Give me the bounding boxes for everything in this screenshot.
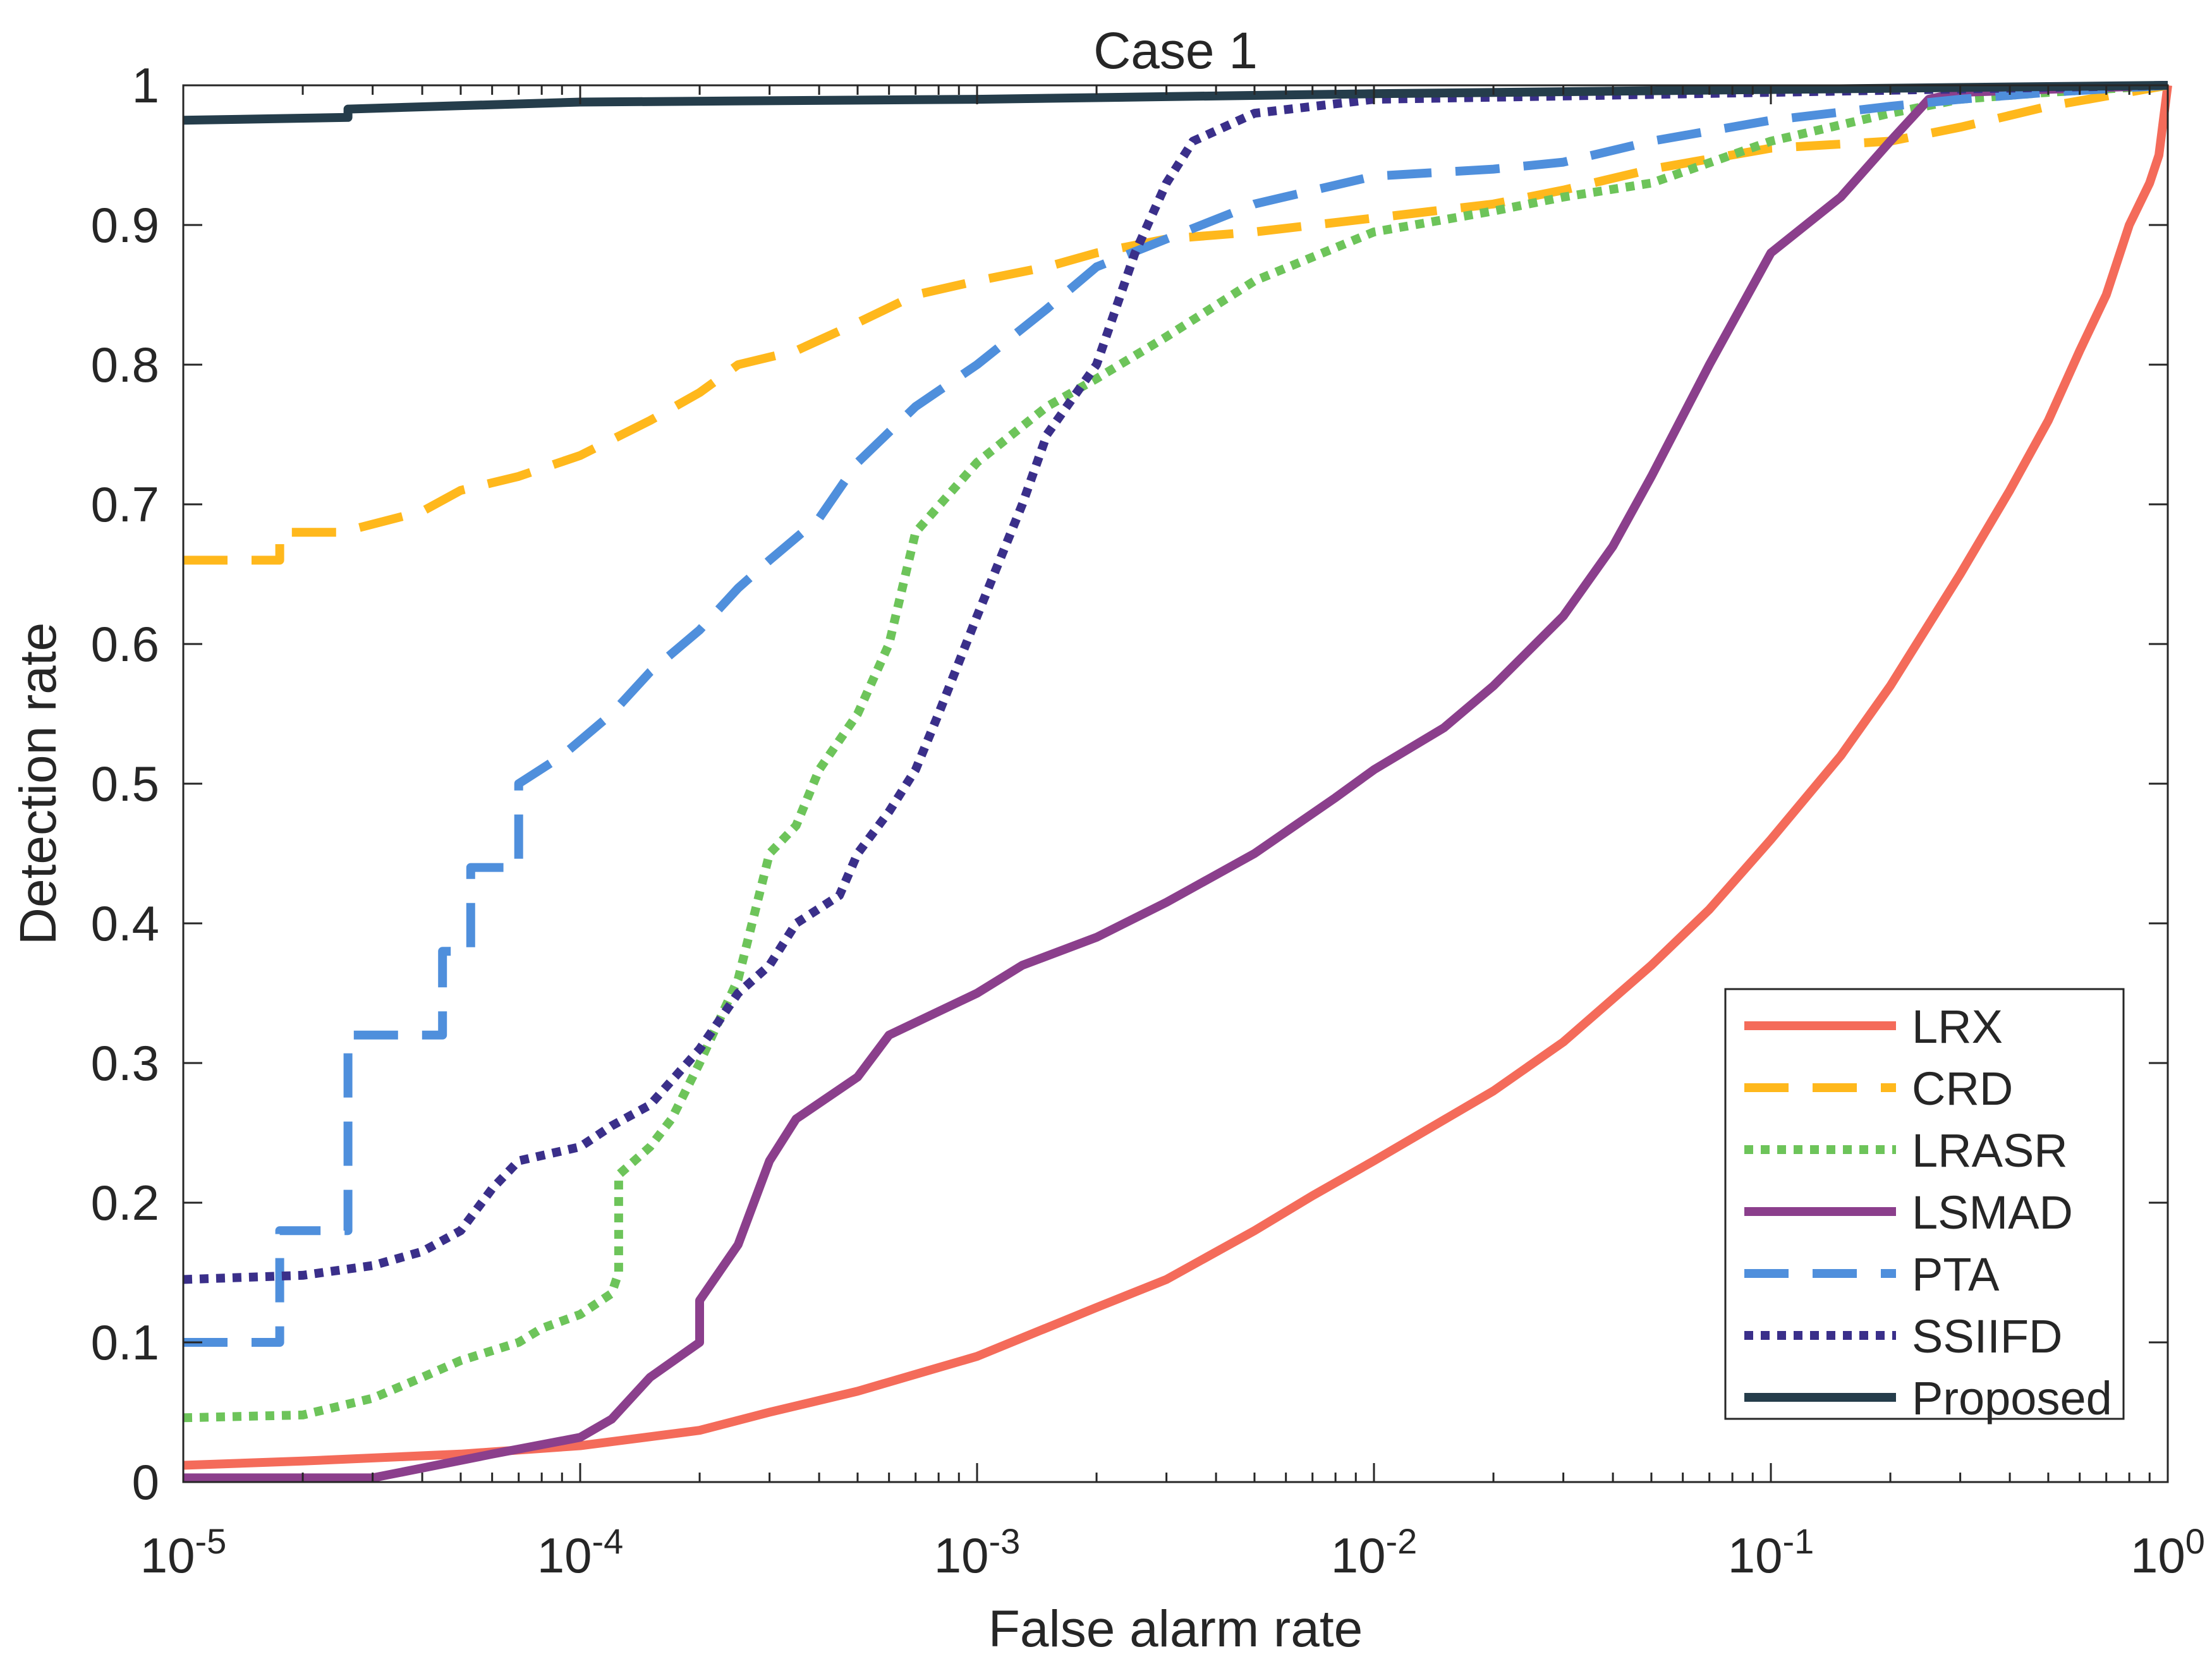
series-line-proposed <box>183 81 2168 125</box>
y-tick-label: 0.1 <box>91 1315 159 1370</box>
legend-label-lsmad: LSMAD <box>1912 1186 2073 1239</box>
y-axis-label: Detection rate <box>9 623 67 945</box>
legend-label-crd: CRD <box>1912 1062 2013 1115</box>
series-line-pta <box>183 81 2168 1347</box>
y-axis-ticks: 0 0.1 0.2 0.3 0.4 0.5 0.6 0.7 0.8 0.9 1 <box>91 58 2168 1510</box>
chart-title: Case 1 <box>1093 22 1258 80</box>
x-tick-label: 10-1 <box>1728 1521 1814 1583</box>
x-tick-label: 100 <box>2130 1521 2205 1583</box>
legend-label-pta: PTA <box>1912 1248 2000 1301</box>
y-tick-label: 0.2 <box>91 1175 159 1231</box>
y-tick-label: 0.8 <box>91 337 159 392</box>
x-axis-ticks: 10-5 10-4 10-3 10-2 10-1 100 <box>140 85 2205 1583</box>
y-tick-label: 0.3 <box>91 1035 159 1091</box>
legend: LRX CRD LRASR LSMAD PTA SSIIFD Proposed <box>1724 988 2125 1425</box>
x-tick-label: 10-3 <box>934 1521 1021 1583</box>
y-tick-label: 0.4 <box>91 896 159 951</box>
x-axis-label: False alarm rate <box>988 1600 1363 1658</box>
y-tick-label: 0 <box>132 1454 159 1510</box>
y-tick-label: 0.6 <box>91 616 159 672</box>
series-line-crd <box>183 81 2169 565</box>
legend-label-lrasr: LRASR <box>1912 1124 2068 1177</box>
series-line-ssiifd <box>183 81 2168 1284</box>
legend-label-proposed: Proposed <box>1912 1372 2112 1425</box>
y-tick-label: 1 <box>132 58 159 113</box>
y-tick-label: 0.7 <box>91 477 159 532</box>
legend-label-lrx: LRX <box>1912 1000 2003 1053</box>
series-layer <box>183 81 2172 1483</box>
series-line-lrx <box>183 85 2172 1470</box>
y-tick-label: 0.5 <box>91 756 159 811</box>
x-tick-label: 10-2 <box>1331 1521 1418 1583</box>
series-line-lrasr <box>183 81 2168 1423</box>
x-tick-label: 10-4 <box>537 1521 624 1583</box>
x-tick-label: 10-5 <box>140 1521 227 1583</box>
y-tick-label: 0.9 <box>91 197 159 253</box>
legend-box <box>1724 988 2125 1420</box>
series-line-lsmad <box>183 81 2168 1483</box>
legend-label-ssiifd: SSIIFD <box>1912 1310 2062 1363</box>
